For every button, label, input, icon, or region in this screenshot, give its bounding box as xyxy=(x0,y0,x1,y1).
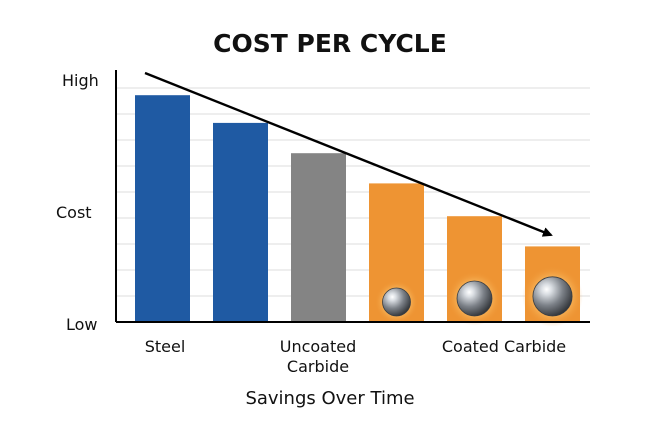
carbide-ball-4 xyxy=(456,280,493,317)
y-tick-high: High xyxy=(62,71,99,90)
y-tick-low: Low xyxy=(66,315,98,334)
bar-2 xyxy=(291,153,346,322)
category-label-1: Uncoated Carbide xyxy=(280,337,357,376)
x-axis-label: Savings Over Time xyxy=(245,388,414,409)
category-labels: Steel Uncoated Carbide Coated Carbide xyxy=(145,337,566,376)
grid xyxy=(116,87,590,297)
carbide-ball-5 xyxy=(532,276,573,317)
y-axis-label: Cost xyxy=(56,203,92,222)
carbide-ball-3 xyxy=(382,287,411,317)
carbide-balls xyxy=(374,266,583,327)
trend-arrow xyxy=(144,71,553,237)
bar-1 xyxy=(213,122,268,323)
chart-title: COST PER CYCLE xyxy=(213,29,447,58)
category-label-2: Coated Carbide xyxy=(442,337,566,356)
bar-0 xyxy=(135,95,190,322)
bars xyxy=(135,95,580,323)
category-label-0: Steel xyxy=(145,337,186,356)
